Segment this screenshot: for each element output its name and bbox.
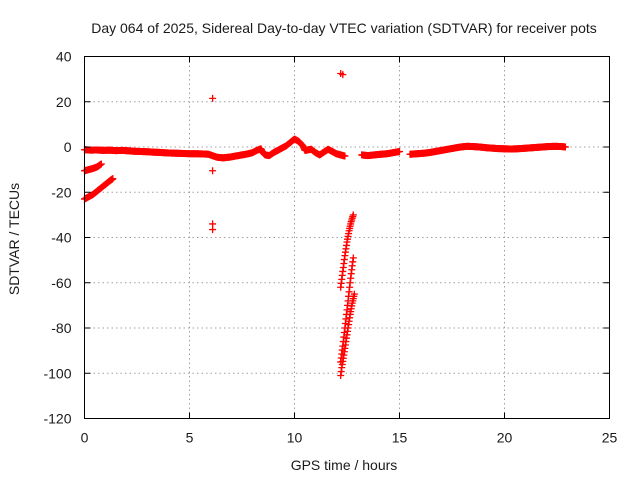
data-point	[209, 226, 217, 234]
y-tick-label: -100	[43, 365, 71, 381]
chart-title: Day 064 of 2025, Sidereal Day-to-day VTE…	[91, 20, 597, 36]
y-tick-label: 0	[64, 139, 72, 155]
y-tick-label: 20	[56, 94, 72, 110]
series-6	[337, 290, 358, 380]
x-tick-label: 15	[392, 430, 408, 446]
data-point	[349, 211, 357, 219]
y-tick-label: -20	[51, 184, 71, 200]
x-tick-label: 5	[186, 430, 194, 446]
series-1	[81, 160, 105, 175]
data-point	[339, 71, 347, 79]
y-axis: 40 20 0 -20 -40 -60 -80 -100 -120	[43, 49, 610, 427]
data-point	[396, 148, 403, 156]
x-tick-label: 10	[287, 430, 303, 446]
data-point	[349, 254, 357, 262]
y-axis-title: SDTVAR / TECUs	[6, 183, 22, 295]
y-tick-label: -120	[43, 411, 71, 427]
y-tick-label: -40	[51, 230, 71, 246]
series-0	[81, 135, 569, 162]
series-4	[337, 211, 357, 291]
x-axis-title: GPS time / hours	[291, 457, 398, 473]
x-tick-label: 25	[602, 430, 618, 446]
x-tick-label: 20	[497, 430, 513, 446]
data-point	[341, 152, 349, 160]
data-point	[561, 143, 569, 151]
x-tick-label: 0	[81, 430, 89, 446]
x-axis: 0 5 10 15 20 25	[81, 56, 618, 446]
y-tick-label: -60	[51, 275, 71, 291]
data-point	[350, 290, 358, 298]
data-point	[109, 175, 117, 183]
y-tick-label: -80	[51, 320, 71, 336]
data-point	[209, 94, 217, 102]
data-point	[97, 160, 105, 168]
y-tick-label: 40	[56, 49, 72, 65]
data-points	[81, 69, 569, 380]
series-2	[81, 175, 117, 203]
data-point	[209, 167, 217, 175]
series-3	[209, 69, 347, 234]
